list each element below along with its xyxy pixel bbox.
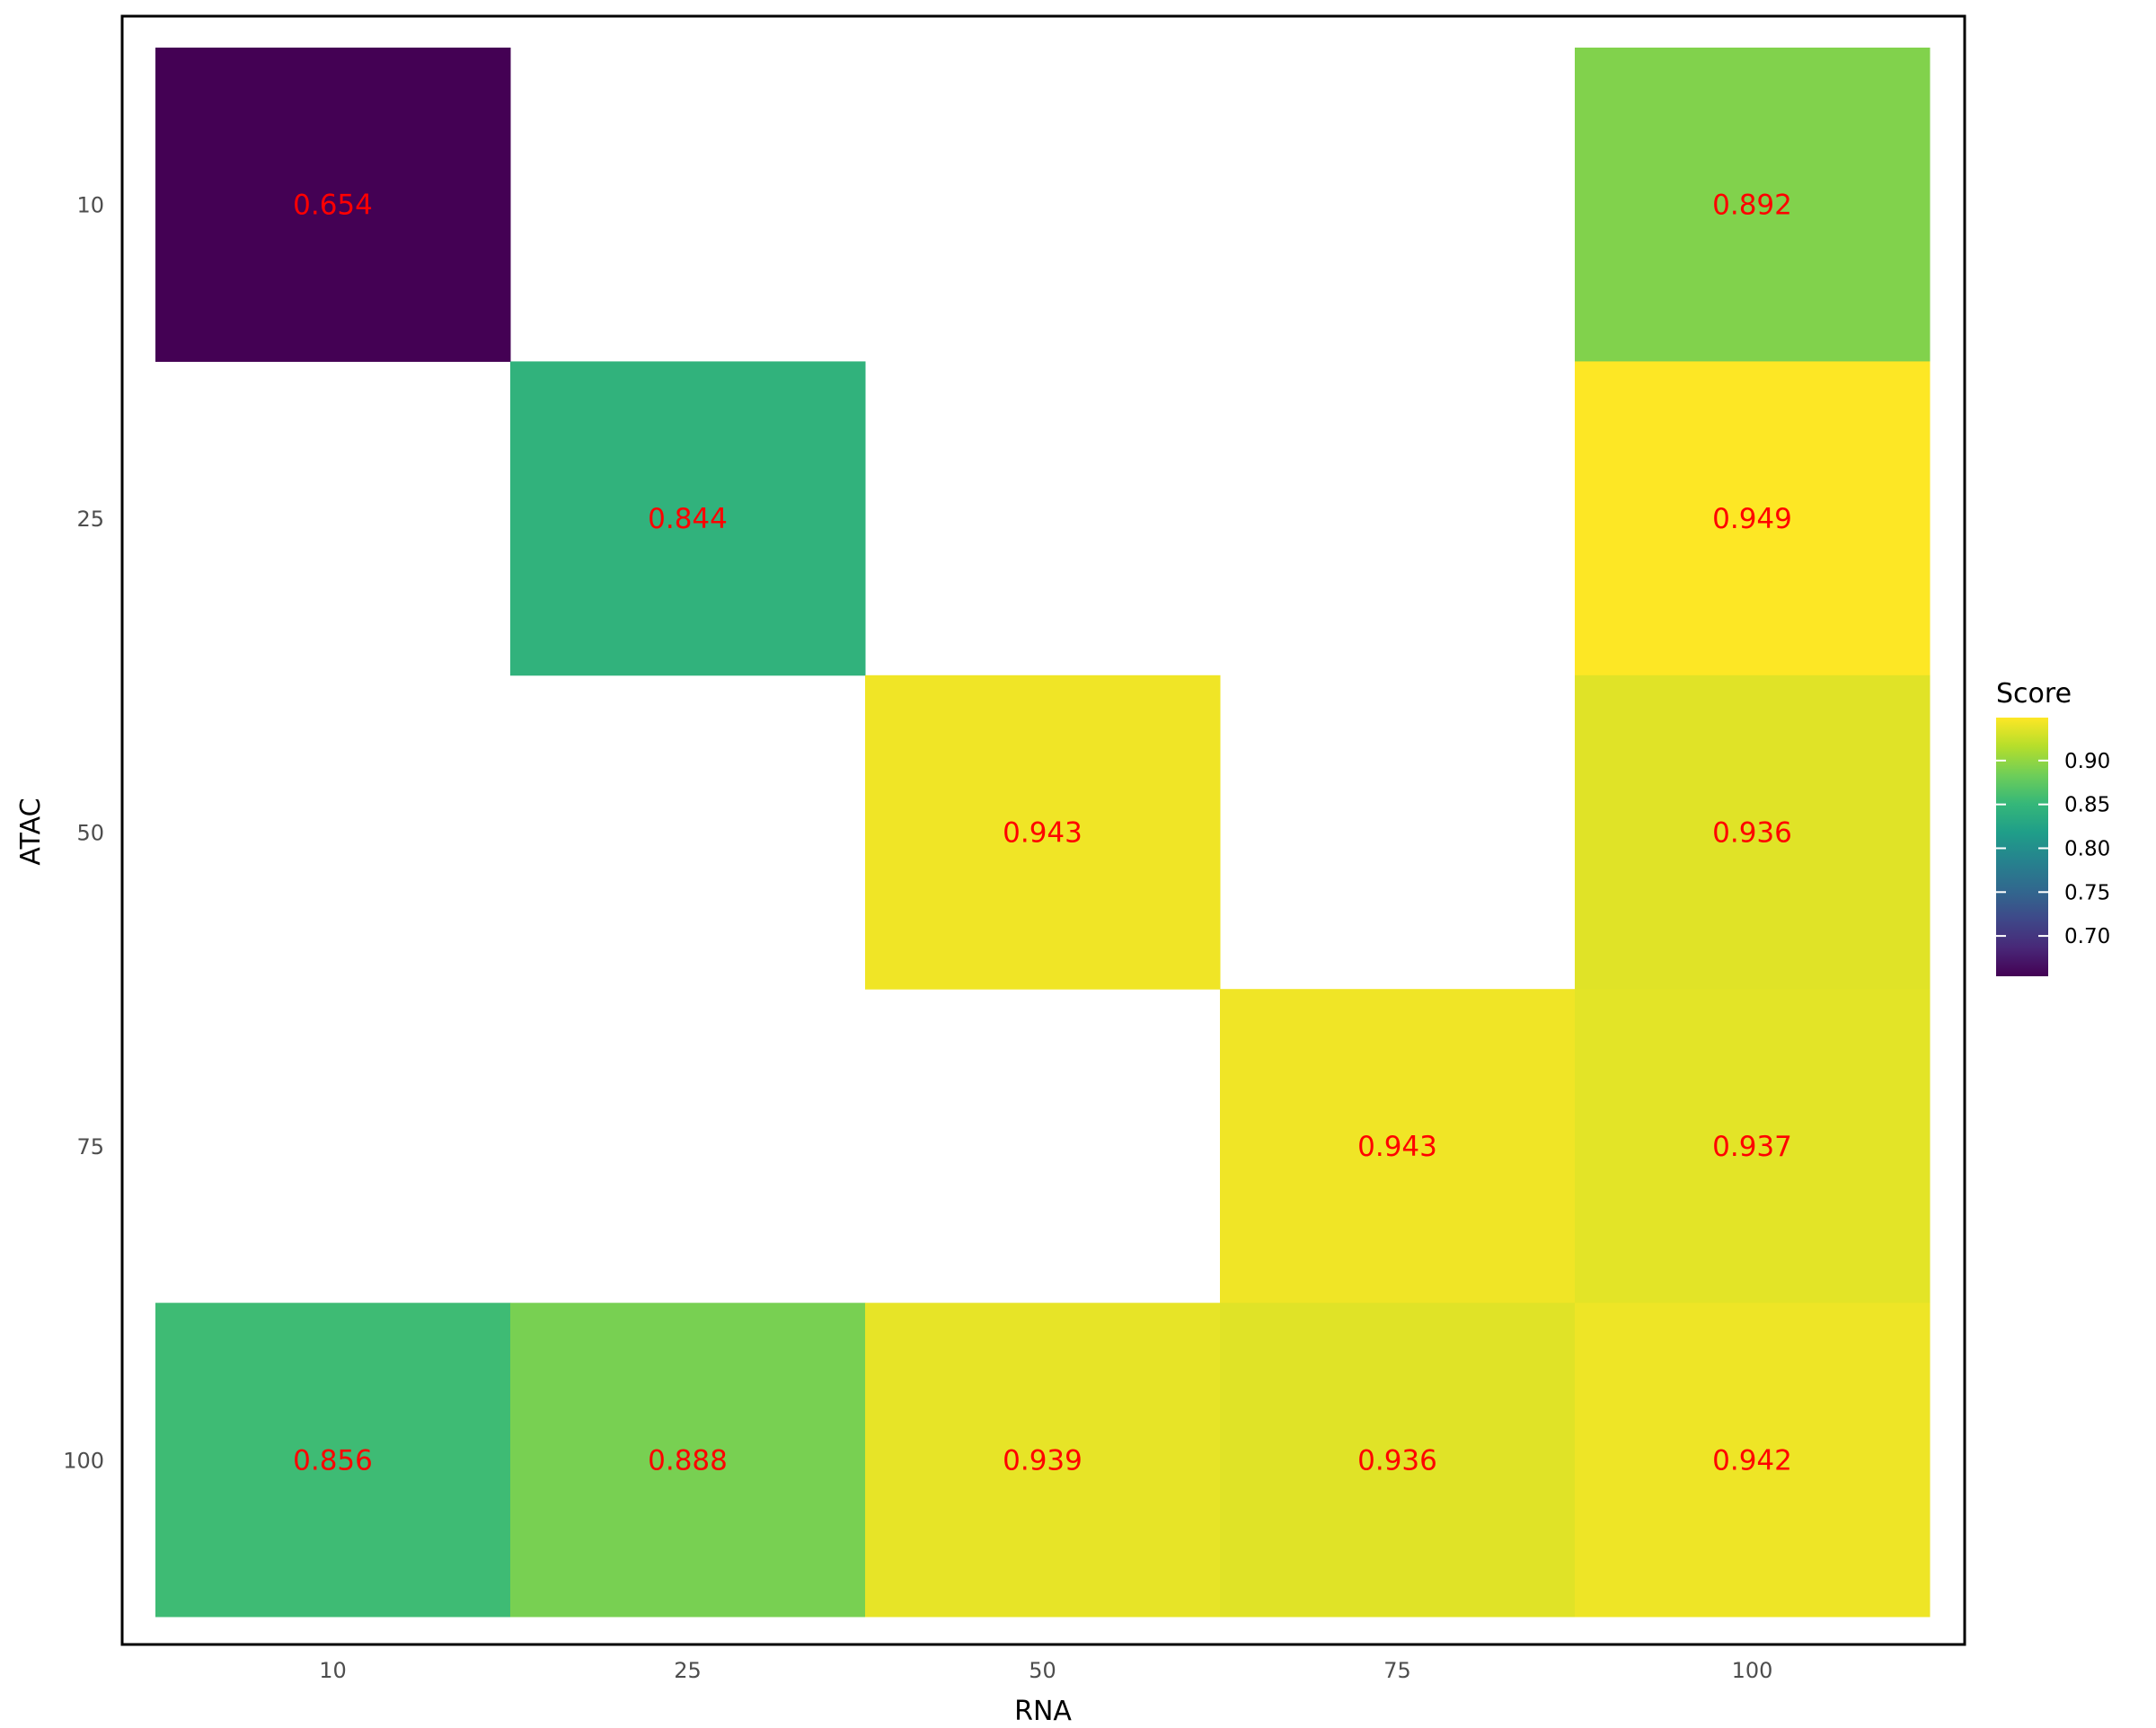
color-legend: Score 0.70 0.75 0.80 0.85 0.90 [1996,678,2110,976]
heatmap-cell [510,361,866,676]
cell-value-label: 0.936 [1357,1444,1437,1477]
x-tick-label: 75 [1383,1658,1411,1683]
cell-value-label: 0.892 [1712,190,1792,222]
cell-value-label: 0.856 [293,1444,373,1477]
heatmap-cell [1575,674,1931,990]
heatmap-cell [1220,1302,1576,1618]
y-axis-title: ATAC [15,798,47,865]
plot-panel-border [120,14,1966,1646]
legend-tick-label: 0.75 [2064,881,2110,904]
cell-value-label: 0.654 [293,190,373,222]
x-axis-title: RNA [1014,1696,1072,1724]
cell-value-label: 0.888 [648,1444,728,1477]
legend-colorbar [1996,718,2048,976]
legend-tick-label: 0.80 [2064,837,2110,860]
heatmap-cell [1220,989,1576,1304]
cell-value-label: 0.936 [1712,817,1792,850]
heatmap-cell [510,1302,866,1618]
heatmap-cell [1575,361,1931,676]
x-tick-label: 50 [1029,1658,1056,1683]
y-tick-label: 10 [76,193,104,218]
cell-value-label: 0.943 [1357,1131,1437,1163]
heatmap-cell [1575,48,1931,362]
x-axis-ticks: 10 25 50 75 100 [319,1658,1772,1683]
heatmap-cell [1575,989,1931,1304]
x-tick-label: 10 [319,1658,347,1683]
cell-value-label: 0.949 [1712,503,1792,535]
y-tick-label: 50 [76,821,104,846]
heatmap-cell [1575,1302,1931,1618]
legend-title: Score [1996,678,2072,710]
legend-tick-label: 0.90 [2064,750,2110,773]
cell-value-label: 0.937 [1712,1131,1792,1163]
x-tick-label: 100 [1732,1658,1773,1683]
legend-tick-label: 0.85 [2064,794,2110,817]
y-axis-ticks: 10 25 50 75 100 [63,193,104,1474]
x-tick-label: 25 [674,1658,702,1683]
heatmap-cell [155,48,511,362]
y-tick-label: 75 [76,1134,104,1159]
heatmap-cell [865,1302,1221,1618]
legend-tick-label: 0.70 [2064,925,2110,948]
heatmap-cells: 0.654 0.892 0.844 0.949 0.943 0.936 0.943 0.937… [155,48,1931,1618]
y-tick-label: 100 [63,1448,104,1473]
cell-value-label: 0.942 [1712,1444,1792,1477]
cell-value-label: 0.939 [1003,1444,1082,1477]
heatmap-cell [155,1302,511,1618]
heatmap-cell [865,674,1221,990]
y-tick-label: 25 [76,507,104,532]
cell-value-label: 0.844 [648,503,728,535]
cell-value-label: 0.943 [1003,817,1082,850]
